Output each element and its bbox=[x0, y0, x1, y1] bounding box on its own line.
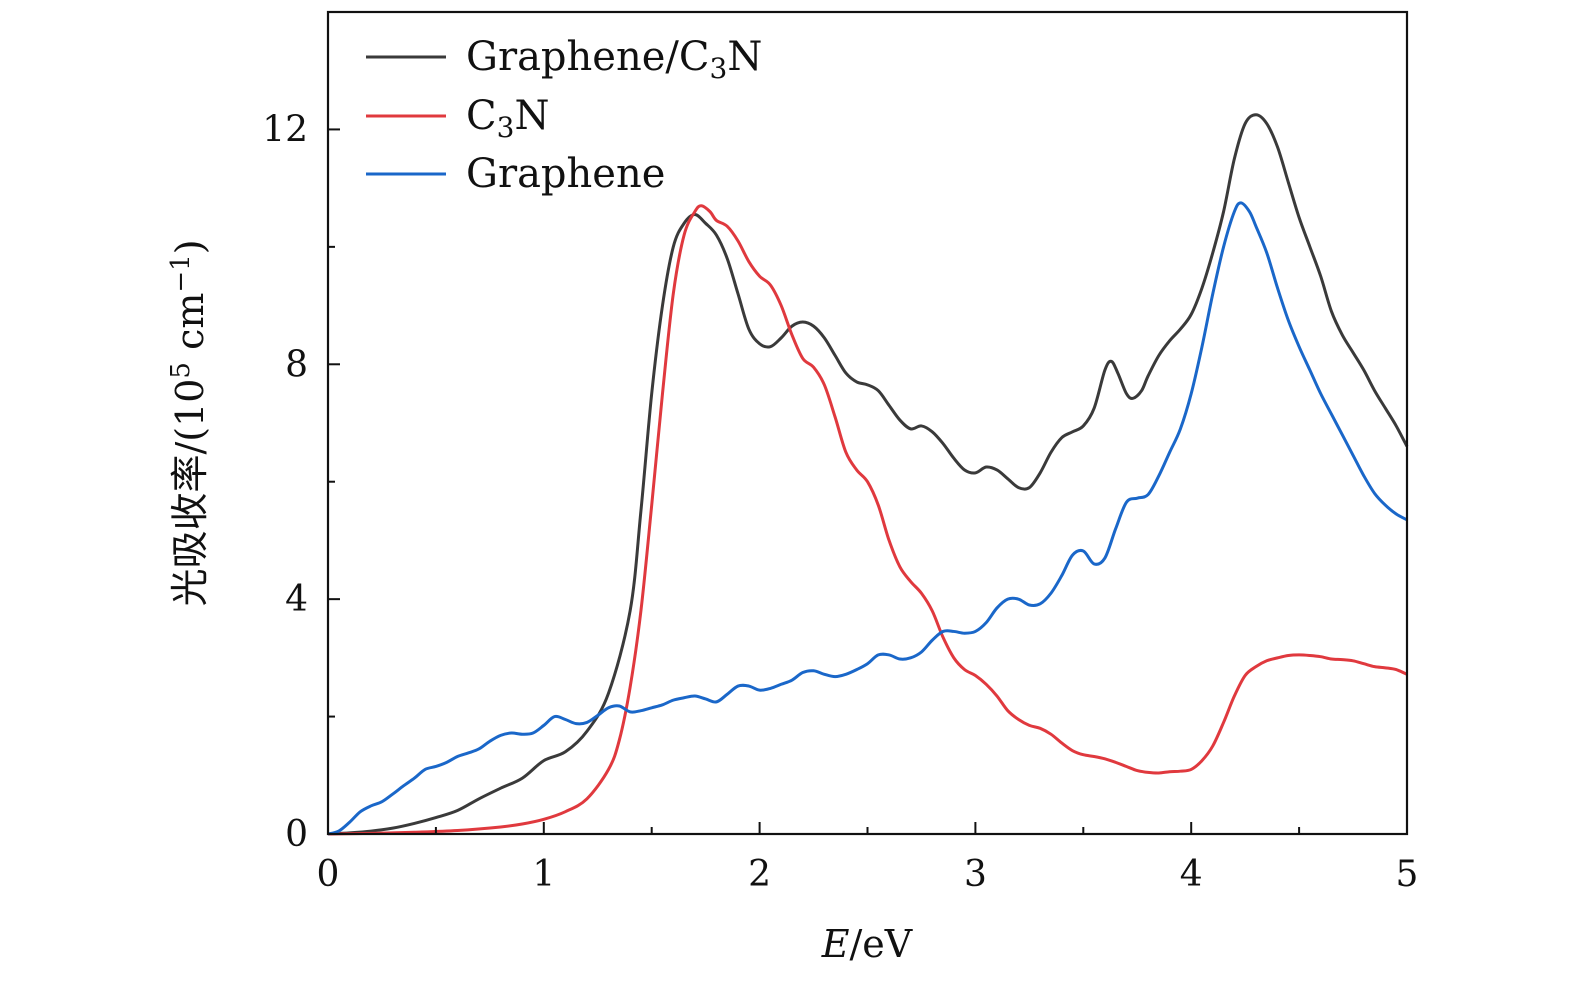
y-tick-label: 8 bbox=[285, 344, 308, 385]
y-axis-label-unit: cm bbox=[168, 293, 212, 362]
legend-label-graphene-c3n-pre: Graphene/C bbox=[466, 34, 709, 80]
y-tick-label: 12 bbox=[262, 109, 308, 150]
legend-label-c3n-post: N bbox=[514, 93, 549, 139]
legend: Graphene/C3N C3N Graphene bbox=[366, 34, 762, 197]
legend-label-graphene-c3n-post: N bbox=[727, 34, 762, 80]
y-axis-label-inv: −1 bbox=[166, 254, 196, 292]
y-tick-label: 0 bbox=[285, 814, 308, 855]
legend-label-c3n: C3N bbox=[466, 93, 549, 144]
legend-label-graphene-c3n: Graphene/C3N bbox=[466, 34, 762, 85]
series-layer bbox=[327, 113, 1409, 836]
y-axis-label-close: ) bbox=[168, 239, 212, 254]
legend-label-graphene-c3n-sub: 3 bbox=[709, 52, 727, 85]
legend-label-graphene: Graphene bbox=[466, 151, 665, 197]
x-tick-label: 1 bbox=[532, 854, 555, 895]
series-line-c3n bbox=[327, 204, 1408, 836]
y-axis-label-main: 光吸收率/(10 bbox=[168, 379, 212, 607]
y-axis-label-exp: 5 bbox=[166, 362, 196, 379]
x-axis-label-var: E bbox=[821, 922, 850, 966]
x-axis-label: E/eV bbox=[821, 922, 913, 966]
x-axis-label-unit: /eV bbox=[850, 922, 913, 966]
series-line-graphene bbox=[327, 201, 1408, 836]
x-tick-label: 4 bbox=[1180, 854, 1203, 895]
legend-label-graphene-text: Graphene bbox=[466, 151, 665, 197]
x-tick-label: 2 bbox=[748, 854, 771, 895]
y-tick-label: 4 bbox=[285, 579, 308, 620]
y-axis-label: 光吸收率/(105 cm−1) bbox=[166, 239, 212, 606]
legend-label-c3n-sub: 3 bbox=[497, 111, 515, 144]
series-line-graphene-c3n bbox=[327, 113, 1409, 836]
x-tick-label: 5 bbox=[1396, 854, 1419, 895]
x-tick-label: 0 bbox=[317, 854, 340, 895]
legend-label-c3n-pre: C bbox=[466, 93, 497, 139]
x-tick-label: 3 bbox=[964, 854, 987, 895]
